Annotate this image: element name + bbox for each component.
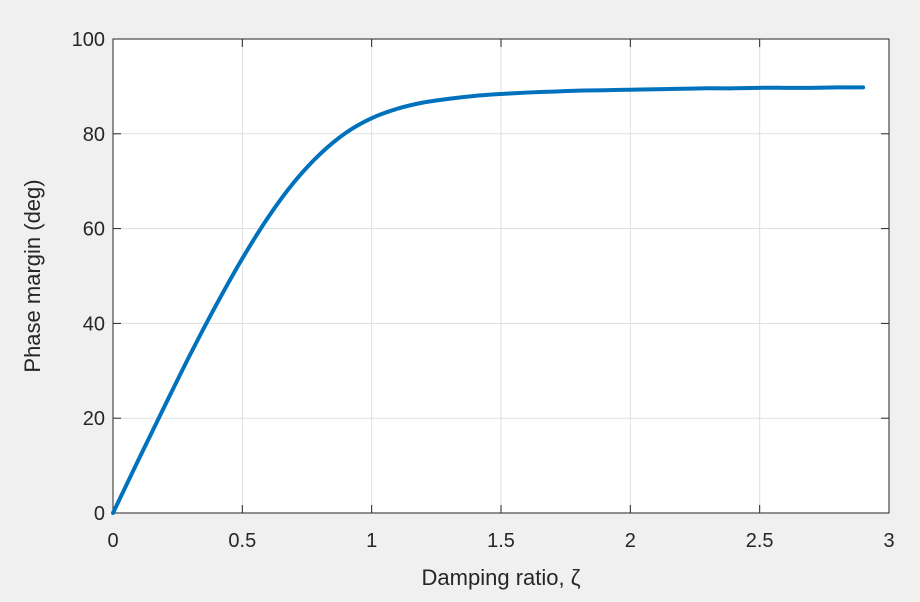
y-tick-label: 100 [72,29,105,51]
tick-labels: 0 0.5 1 1.5 2 2.5 3 0 20 40 60 80 100 [72,29,895,552]
x-tick-label: 3 [883,530,894,552]
y-axis-label: Phase margin (deg) [20,179,45,372]
series-line [111,85,866,515]
x-tick-label: 0.5 [228,530,256,552]
y-tick-label: 20 [83,408,105,430]
x-tick-label: 1.5 [487,530,515,552]
y-tick-label: 0 [94,503,105,525]
x-tick-label: 0 [107,530,118,552]
y-tick-label: 60 [83,219,105,241]
x-tick-label: 2 [625,530,636,552]
x-axis-label: Damping ratio, ζ [422,565,581,590]
x-tick-label: 2.5 [746,530,774,552]
y-tick-label: 80 [83,124,105,146]
axes-box [112,38,890,514]
y-tick-label: 40 [83,313,105,335]
x-tick-label: 1 [366,530,377,552]
